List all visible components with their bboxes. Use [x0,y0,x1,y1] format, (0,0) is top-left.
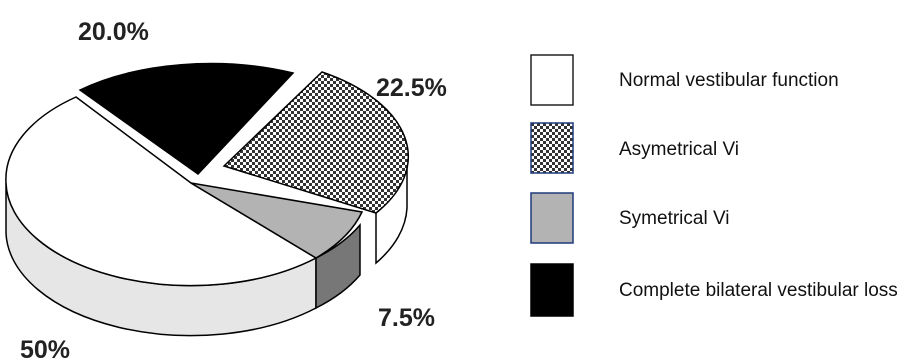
pct-label-normal-function: 50% [20,336,70,362]
legend-label-symetrical-vi: Symetrical Vi [619,208,730,229]
legend-item-symetrical-vi: Symetrical Vi [530,192,730,244]
legend-item-complete-bilateral-loss: Complete bilateral vestibular loss [530,263,898,317]
pie-slice-normal-function [5,96,318,287]
legend: Normal vestibular function Asymetrical V… [530,54,898,317]
legend-label-complete-bilateral-loss: Complete bilateral vestibular loss [619,280,898,301]
pie-slice-asymetrical-vi [222,71,410,214]
legend-swatch-normal-function [530,54,574,106]
legend-swatch-complete-bilateral-loss [530,263,574,317]
pie-slice-complete-bilateral-loss [78,62,295,175]
legend-swatch-symetrical-vi [530,192,574,244]
pie-side-symetrical-vi [315,222,361,310]
legend-swatch-asymetrical-vi [530,122,574,174]
pct-label-complete-bilateral-loss: 20.0% [78,18,149,46]
legend-label-asymetrical-vi: Asymetrical Vi [619,139,739,160]
legend-item-asymetrical-vi: Asymetrical Vi [530,122,739,174]
pie-slice-symetrical-vi [190,182,364,259]
legend-label-normal-function: Normal vestibular function [619,70,839,91]
pct-label-asymetrical-vi: 22.5% [376,74,447,102]
pct-label-symetrical-vi: 7.5% [378,304,435,332]
legend-item-normal-function: Normal vestibular function [530,54,839,106]
